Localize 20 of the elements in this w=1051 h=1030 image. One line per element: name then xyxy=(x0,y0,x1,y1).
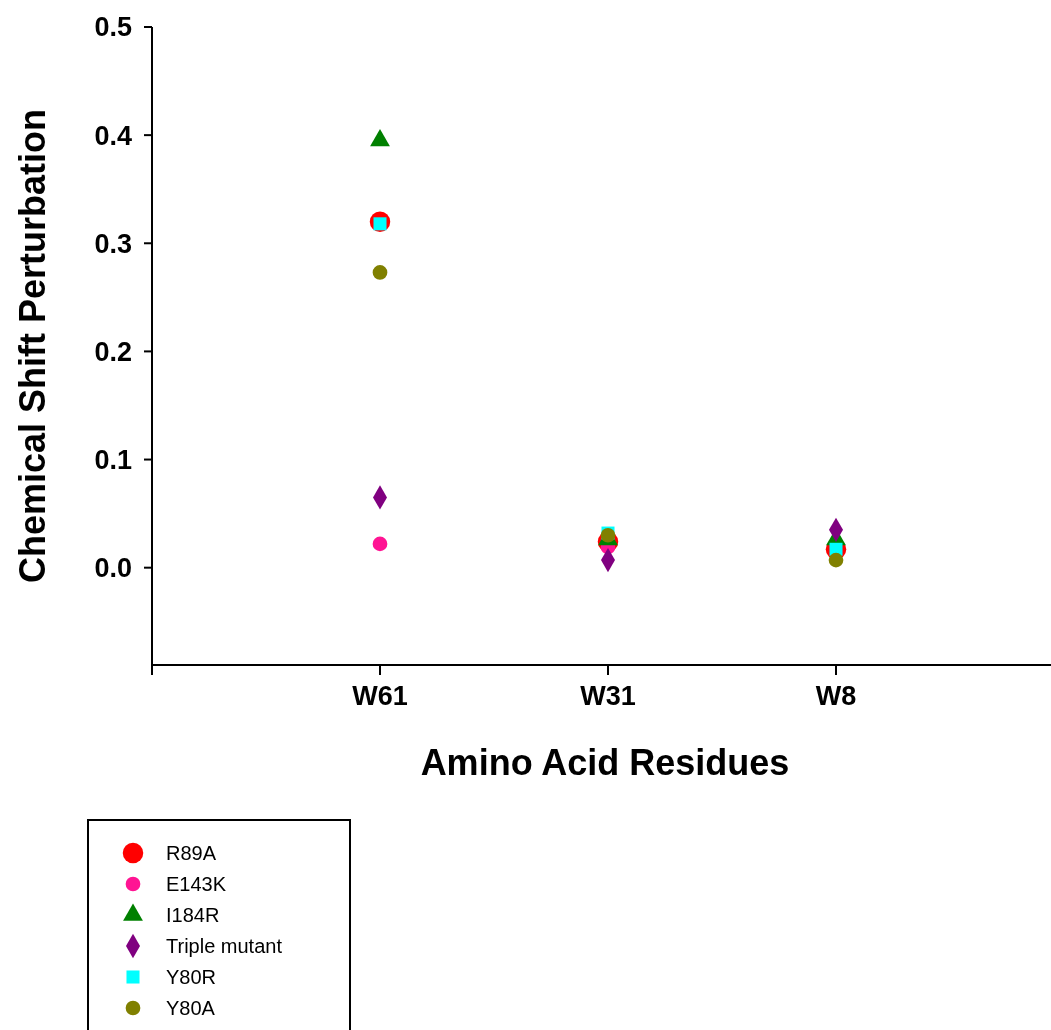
x-tick-label: W31 xyxy=(580,681,636,711)
x-axis-title: Amino Acid Residues xyxy=(420,742,790,783)
legend-label: E143K xyxy=(166,873,227,895)
point xyxy=(372,536,388,552)
point xyxy=(372,265,388,280)
y-tick-label: 0.1 xyxy=(94,444,132,475)
legend-label: Y80A xyxy=(166,997,216,1019)
y-tick-label: 0.3 xyxy=(94,228,132,259)
legend-label: Triple mutant xyxy=(166,935,283,957)
legend-label: Y80R xyxy=(166,966,217,988)
legend-label: R89A xyxy=(166,842,217,864)
y-tick-label: 0.4 xyxy=(94,120,132,151)
legend-label: I184R xyxy=(166,904,220,926)
y-tick-label: 0.0 xyxy=(94,553,132,584)
x-tick-label: W61 xyxy=(352,681,408,711)
point xyxy=(828,552,844,568)
y-axis-title: Chemical Shift Perturbation xyxy=(12,108,53,584)
x-tick-label: W8 xyxy=(815,681,857,711)
y-tick-label: 0.2 xyxy=(94,336,132,367)
y-tick-label: 0.5 xyxy=(94,12,132,43)
